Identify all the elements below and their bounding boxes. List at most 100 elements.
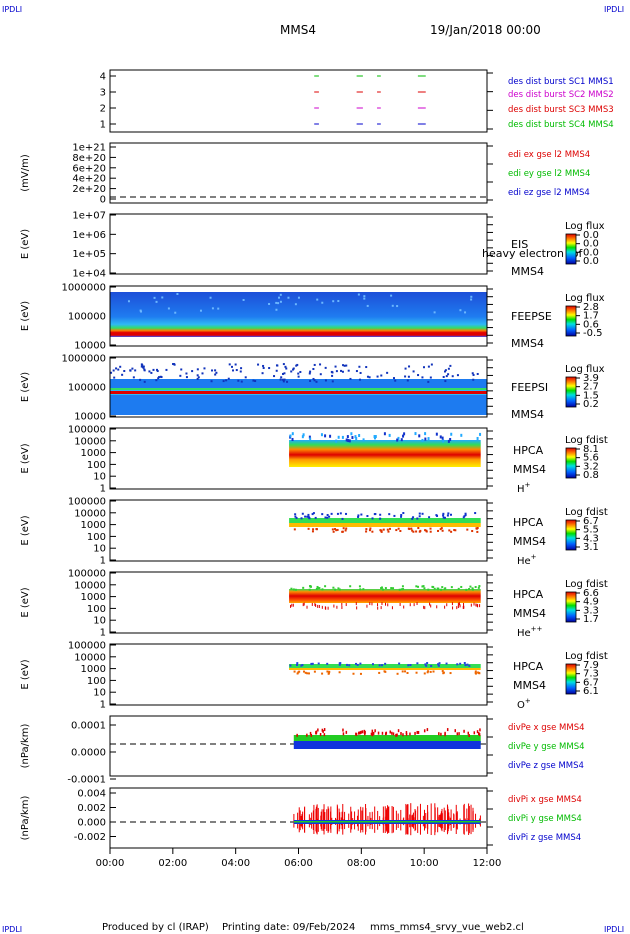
hpca-hepp-speckle xyxy=(457,605,459,609)
divpe-x-trace xyxy=(446,728,449,732)
feepsi-speckle xyxy=(252,379,255,382)
hpca-o-speckle xyxy=(424,663,427,666)
legend-entry: des dist burst SC3 MMS3 xyxy=(508,105,614,115)
hpca-h-speckle xyxy=(291,432,294,436)
colorbar-tick-label: 2.8 xyxy=(583,302,599,313)
colorbar-tick-label: 6.7 xyxy=(583,516,599,527)
hpca-he-speckle xyxy=(424,529,427,532)
feepsi-speckle xyxy=(276,364,279,367)
hpca-h-speckle xyxy=(450,432,453,436)
hpca-he-speckle xyxy=(446,514,449,517)
hpca-h-speckle xyxy=(418,434,421,438)
feepsi-speckle xyxy=(191,370,194,373)
feepsi-speckle xyxy=(159,375,162,378)
hpca-he-speckle xyxy=(429,527,432,530)
colorbar-tick-label: 8.1 xyxy=(583,444,599,455)
hpca-o-speckle xyxy=(348,664,351,667)
hpca-he-speckle xyxy=(418,515,421,518)
hpca-o-speckle xyxy=(378,664,381,667)
hpca-hepp-speckle xyxy=(422,585,425,588)
feepsi-speckle xyxy=(376,375,379,378)
hpca-h-speckle xyxy=(442,439,445,443)
hpca-he-speckle xyxy=(411,517,414,520)
feepsi-speckle xyxy=(110,371,113,374)
hpca-hepp-speckle xyxy=(457,587,460,590)
feepsi-speckle xyxy=(215,371,218,374)
feepse-speckle xyxy=(390,294,393,297)
hpca-o-speckle xyxy=(477,671,480,674)
hpca-he-speckle xyxy=(342,527,345,530)
hpca-o-speckle xyxy=(306,672,309,675)
hpca-h-speckle xyxy=(476,436,479,440)
hpca-he-speckle xyxy=(369,527,372,530)
divpe-x-trace xyxy=(371,729,374,733)
feepse-speckle xyxy=(209,296,212,299)
feepse-speckle xyxy=(433,311,436,314)
spacecraft-label: MMS4 xyxy=(513,607,546,620)
feepsi-speckle xyxy=(312,377,315,380)
hpca-he-speckle xyxy=(387,530,390,533)
hpca-o-speckle xyxy=(441,670,444,673)
y-tick-label: 4 xyxy=(100,72,106,83)
feepse-speckle xyxy=(357,293,360,296)
feepsi-speckle xyxy=(142,365,145,368)
hpca-hepp-speckle xyxy=(468,588,471,591)
hpca-he-speckle xyxy=(300,517,303,520)
feepsi-speckle xyxy=(156,370,159,373)
hpca-h-speckle xyxy=(337,435,340,439)
hpca-h-speckle xyxy=(345,438,348,442)
hpca-he-speckle xyxy=(439,528,442,531)
hpca-hepp-speckle xyxy=(392,587,395,590)
hpca-o-speckle xyxy=(463,662,466,665)
feepsi-speckle xyxy=(179,374,182,377)
hpca-hepp-speckle xyxy=(400,588,403,591)
feepse-speckle xyxy=(161,296,164,299)
hpca-o-speckle xyxy=(445,662,448,665)
panel-frame xyxy=(109,427,488,490)
hpca-hepp-spectrogram xyxy=(289,589,481,603)
date-title: 19/Jan/2018 00:00 xyxy=(430,23,541,37)
hpca-he-speckle xyxy=(442,516,445,519)
hpca-h-speckle xyxy=(403,432,406,436)
hpca-he-speckle xyxy=(294,513,297,516)
footer-printing-date: Printing date: 09/Feb/2024 xyxy=(222,922,355,933)
hpca-hepp-speckle xyxy=(380,606,382,610)
hpca-hepp-speckle xyxy=(399,602,401,606)
feepsi-speckle xyxy=(185,372,188,375)
feepsi-speckle xyxy=(230,365,233,368)
hpca-h-speckle xyxy=(329,434,332,438)
hpca-he-speckle xyxy=(464,514,467,517)
hpca-hepp-speckle xyxy=(475,603,477,607)
feepsi-speckle xyxy=(368,376,371,379)
hpca-h-speckle xyxy=(400,438,403,442)
y-axis-label: E (eV) xyxy=(20,443,31,473)
hpca-o-speckle xyxy=(313,670,316,673)
feepse-speckle xyxy=(391,304,394,307)
hpca-hepp-speckle xyxy=(341,602,343,606)
colorbar-tick-label: 4.9 xyxy=(583,597,599,608)
spacecraft-title: MMS4 xyxy=(280,23,316,37)
hpca-hepp-speckle xyxy=(465,588,468,591)
feepse-speckle xyxy=(277,302,280,305)
y-tick-label: 100 xyxy=(87,460,106,471)
feepse-speckle xyxy=(332,300,335,303)
hpca-hepp-speckle xyxy=(349,585,352,588)
y-tick-label: 10 xyxy=(93,688,106,699)
x-tick-label: 12:00 xyxy=(473,858,502,869)
divpe-x-trace xyxy=(476,730,479,734)
feepsi-speckle xyxy=(347,369,350,372)
hpca-hepp-speckle xyxy=(462,606,464,610)
hpca-he-speckle xyxy=(357,514,360,517)
feepsi-speckle xyxy=(447,373,450,376)
divpe-x-trace xyxy=(423,729,426,733)
panel-frame xyxy=(109,356,488,418)
feepsi-speckle xyxy=(331,380,334,383)
y-tick-label: 100 xyxy=(87,532,106,543)
hpca-he-speckle xyxy=(447,512,450,515)
legend-entry: edi ey gse l2 MMS4 xyxy=(508,169,590,179)
divpe-x-trace xyxy=(438,732,440,736)
footer-produced: Produced by cl (IRAP) xyxy=(102,922,209,933)
feepsi-speckle xyxy=(451,375,454,378)
hpca-he-speckle xyxy=(373,513,376,516)
hpca-he-speckle xyxy=(365,530,368,533)
